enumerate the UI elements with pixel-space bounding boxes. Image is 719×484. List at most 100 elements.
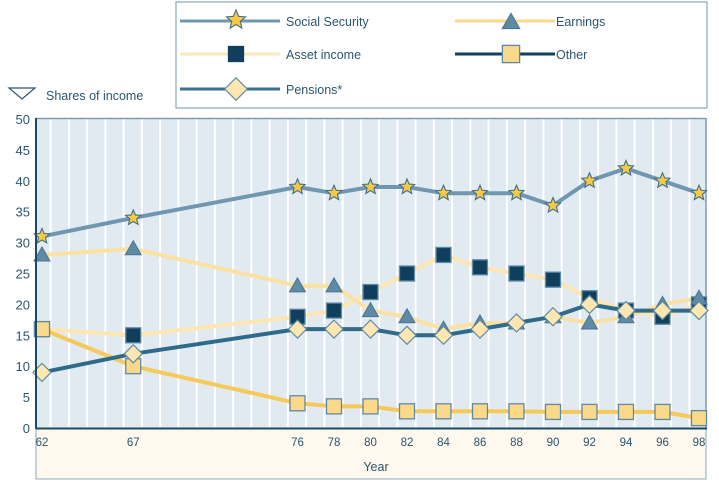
plot-area (32, 117, 709, 429)
data-point-pensions (397, 325, 417, 346)
x-tick-label: 84 (437, 437, 450, 449)
legend-item-pensions: Pensions* (180, 76, 342, 102)
data-point-earnings (33, 245, 51, 262)
x-axis-panel: 62 67 76 78 80 82 84 86 88 90 92 94 96 98 Year (35, 427, 707, 480)
legend-item-earnings: Earnings (455, 12, 605, 30)
data-point-social-security (325, 183, 343, 201)
data-point-social-security (653, 171, 672, 189)
data-point-other (33, 320, 51, 338)
x-axis-panel-bg (35, 428, 707, 480)
data-point-other (544, 403, 562, 421)
data-point-social-security (617, 159, 635, 177)
x-axis-title: Year (363, 460, 388, 474)
plot-background (36, 118, 706, 428)
data-point-pensions (123, 343, 144, 364)
y-tick-label: 35 (16, 205, 30, 220)
y-tick-label: 40 (16, 174, 30, 189)
y-tick-label: 25 (16, 267, 30, 282)
x-tick-label: 62 (36, 437, 49, 449)
data-point-pensions (689, 300, 709, 321)
data-point-other (508, 403, 525, 420)
legend-marker (501, 12, 521, 30)
data-point-asset-income (125, 327, 142, 344)
data-point-earnings (325, 276, 343, 293)
y-tick-label: 0 (23, 421, 30, 436)
data-point-social-security (124, 208, 143, 226)
data-point-earnings (288, 276, 307, 293)
x-tick-label: 82 (401, 437, 414, 449)
data-point-earnings (580, 313, 599, 330)
data-point-other (471, 403, 489, 420)
data-point-earnings (398, 307, 416, 324)
data-point-social-security (434, 183, 453, 201)
legend-item-social-security: Social Security (180, 8, 369, 30)
data-point-pensions (470, 319, 490, 339)
legend-label: Other (556, 48, 587, 62)
y-axis-title: Shares of income (46, 89, 143, 103)
data-point-asset-income (325, 302, 343, 319)
data-point-other (617, 403, 635, 421)
legend-label: Earnings (556, 15, 605, 29)
data-point-social-security (288, 177, 307, 195)
legend-marker (225, 8, 247, 30)
data-point-pensions (652, 300, 673, 321)
data-point-pensions (360, 319, 381, 339)
data-point-social-security (580, 171, 599, 189)
data-point-other (435, 403, 452, 420)
x-tick-label: 94 (620, 437, 633, 449)
y-tick-label: 45 (16, 143, 30, 158)
x-tick-label: 78 (328, 437, 341, 449)
data-point-social-security (471, 183, 489, 201)
series-line-social-security (40, 166, 701, 239)
legend-item-asset-income: Asset income (180, 45, 361, 63)
data-point-other (654, 403, 671, 421)
data-point-other (362, 398, 379, 415)
legend-label: Social Security (286, 15, 369, 29)
data-point-asset-income (471, 259, 489, 276)
data-point-social-security (507, 183, 526, 201)
legend-marker (501, 44, 521, 64)
data-point-social-security (544, 196, 562, 214)
x-tick-label: 98 (693, 437, 706, 449)
data-point-asset-income (362, 283, 379, 301)
data-point-other (581, 403, 598, 421)
x-tick-label: 67 (127, 437, 140, 449)
data-point-asset-income (508, 265, 525, 282)
x-tick-label: 88 (510, 437, 523, 449)
data-point-earnings (361, 301, 380, 318)
data-point-other (289, 395, 306, 412)
data-point-social-security (398, 177, 416, 195)
data-point-pensions (433, 325, 454, 346)
series-markers-pensions (32, 294, 709, 383)
x-tick-label: 80 (364, 437, 377, 449)
data-point-pensions (287, 319, 308, 339)
y-tick-label: 15 (16, 328, 30, 343)
y-tick-label: 5 (23, 390, 30, 405)
data-point-pensions (543, 306, 563, 327)
x-tick-label: 90 (547, 437, 560, 449)
y-tick-label: 20 (16, 297, 30, 312)
data-point-asset-income (398, 265, 416, 282)
data-point-earnings (124, 239, 143, 256)
data-point-pensions (579, 294, 600, 315)
data-point-other (325, 398, 343, 415)
y-tick-label: 50 (16, 112, 30, 127)
legend-marker (223, 76, 249, 102)
y-tick-label: 10 (16, 359, 30, 374)
data-point-asset-income (544, 271, 562, 288)
data-point-social-security (361, 177, 380, 195)
legend-label: Pensions* (286, 83, 342, 97)
legend-marker (227, 45, 245, 63)
data-point-pensions (616, 300, 636, 321)
down-triangle-icon (7, 87, 37, 100)
data-point-social-security (690, 183, 708, 201)
legend: Social Security Earnings Asset income Other… (175, 1, 708, 109)
x-tick-label: 76 (291, 437, 304, 449)
x-tick-label: 92 (583, 437, 596, 449)
data-point-asset-income (435, 246, 452, 264)
data-point-pensions (506, 313, 527, 333)
y-axis-ticks: 0 5 10 15 20 25 30 35 40 45 50 (16, 112, 30, 436)
legend-label: Asset income (286, 48, 361, 62)
data-point-pensions (324, 319, 344, 339)
